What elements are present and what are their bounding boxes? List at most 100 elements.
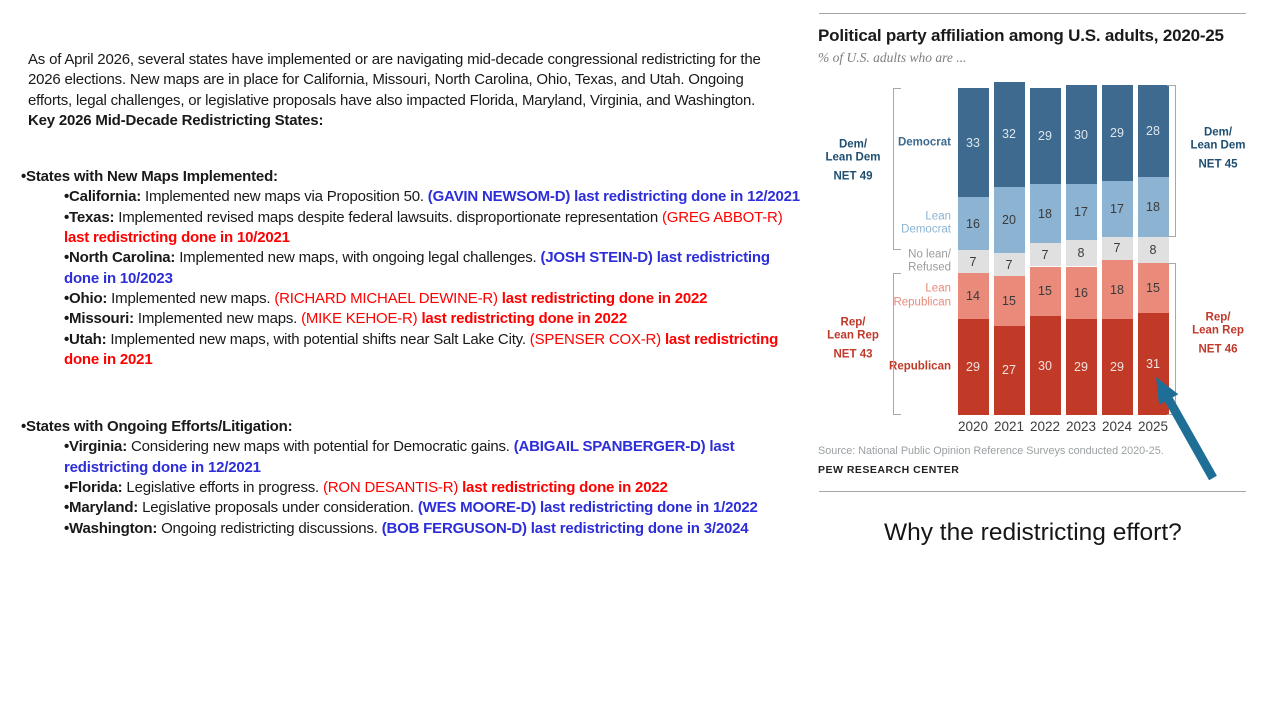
governor-paren: (SPENSER COX-R): [529, 330, 661, 348]
bar-value-label: 30: [1074, 127, 1088, 142]
series-label-democrat: Democrat: [841, 136, 951, 150]
bracket-line: [893, 88, 894, 250]
bar-segment: 15: [1137, 263, 1169, 313]
governor-paren: (RICHARD MICHAEL DEWINE-R): [274, 289, 498, 307]
x-axis-year-label: 2022: [1029, 419, 1061, 434]
series-label-line: Democrat: [897, 136, 951, 148]
x-axis-year-label: 2021: [993, 419, 1025, 434]
net-value: NET 43: [833, 348, 873, 361]
bar-segment: 30: [1029, 316, 1061, 415]
state-item: •North Carolina: Implemented new maps, w…: [64, 249, 770, 287]
state-item: •Utah: Implemented new maps, with potent…: [64, 330, 779, 368]
bar-value-label: 31: [1146, 356, 1160, 371]
bar-value-label: 17: [1074, 205, 1088, 220]
bar-value-label: 7: [969, 254, 977, 269]
bar-value-label: 16: [1074, 285, 1088, 300]
bar-value-label: 8: [1149, 242, 1157, 257]
bar-value-label: 18: [1110, 282, 1124, 297]
pew-research-center-brand: PEW RESEARCH CENTER: [818, 464, 960, 476]
bar-value-label: 7: [1113, 241, 1121, 256]
bar-value-label: 32: [1002, 127, 1016, 142]
last-redistricting-note: last redistricting done in 10/2023: [64, 249, 770, 287]
bracket-tick: [893, 414, 901, 415]
state-item: •Ohio: Implemented new maps. (RICHARD MI…: [64, 289, 708, 307]
net-value: NET 46: [1198, 343, 1238, 356]
key-states-heading: Key 2026 Mid-Decade Redistricting States…: [28, 111, 324, 129]
net-rep-left: Rep/Lean Rep NET 43: [820, 317, 886, 362]
governor-paren: (GAVIN NEWSOM-D): [427, 188, 571, 206]
state-name: •North Carolina:: [64, 249, 176, 267]
bar-segment: 15: [993, 276, 1025, 326]
chart-bottom-rule: [819, 491, 1246, 492]
governor-paren: (ABIGAIL SPANBERGER-D): [513, 438, 706, 456]
bar-value-label: 18: [1038, 206, 1052, 221]
bar-value-label: 7: [1041, 247, 1049, 262]
bracket-tick: [1167, 85, 1175, 86]
bar-segment: 30: [1065, 85, 1097, 184]
last-redistricting-note: last redistricting done in 2022: [462, 479, 668, 497]
governor-paren: (MIKE KEHOE-R): [301, 310, 418, 328]
bar-value-label: 15: [1038, 284, 1052, 299]
bar-value-label: 27: [1002, 363, 1016, 378]
last-redistricting-note: last redistricting done in 2021: [64, 330, 779, 368]
net-label-line: Lean Dem: [825, 151, 881, 164]
bar-value-label: 29: [1110, 125, 1124, 140]
state-name: •Ohio:: [64, 289, 108, 307]
state-item: •Maryland: Legislative proposals under c…: [64, 499, 758, 517]
net-label-line: Lean Rep: [827, 329, 879, 342]
series-label-line: Republican: [889, 360, 951, 373]
governor-paren: (JOSH STEIN-D): [540, 249, 653, 267]
last-redistricting-note: last redistricting done in 3/2024: [530, 519, 749, 537]
net-dem-left: Dem/Lean Dem NET 49: [820, 139, 886, 184]
last-redistricting-note: last redistricting done in 2022: [501, 289, 708, 307]
last-redistricting-note: last redistricting done in 2022: [421, 310, 627, 328]
chart-title: Political party affiliation among U.S. a…: [818, 26, 1224, 45]
governor-paren: (RON DESANTIS-R): [322, 479, 459, 497]
series-label-lean-republican: Lean Republican: [841, 283, 951, 310]
section-header: •States with New Maps Implemented:: [21, 168, 278, 186]
last-redistricting-note: last redistricting done in 1/2022: [540, 499, 758, 517]
bar-segment: 27: [993, 325, 1025, 415]
bracket-tick: [893, 249, 901, 250]
bar-segment: 7: [993, 253, 1025, 277]
state-name: •California:: [64, 188, 142, 206]
state-name: •Maryland:: [64, 499, 139, 517]
bar-segment: 29: [1065, 319, 1097, 415]
bracket-line: [1175, 85, 1176, 237]
series-label-line: Republican: [893, 296, 951, 309]
net-dem-right: Dem/Lean Dem NET 45: [1187, 126, 1249, 171]
series-label-line: Democrat: [901, 223, 951, 236]
net-label-line: Dem/: [1203, 126, 1233, 139]
bracket-line: [1175, 263, 1176, 415]
bar-segment: 7: [1029, 243, 1061, 267]
series-label-republican: Republican: [841, 360, 951, 374]
state-name: •Washington:: [64, 519, 158, 537]
state-name: •Missouri:: [64, 310, 134, 328]
bar-segment: 29: [1029, 88, 1061, 184]
bar-segment: 20: [993, 187, 1025, 254]
question-text: Why the redistricting effort?: [884, 519, 1182, 546]
state-name: •Texas:: [64, 208, 115, 226]
bar-value-label: 20: [1002, 213, 1016, 228]
series-label-line: Lean: [925, 210, 951, 223]
state-item: •California: Implemented new maps via Pr…: [64, 188, 800, 206]
governor-paren: (BOB FERGUSON-D): [381, 519, 527, 537]
bracket-tick: [1167, 235, 1175, 237]
bar-value-label: 28: [1146, 124, 1160, 139]
bar-value-label: 29: [966, 360, 980, 375]
bar-segment: 29: [1101, 85, 1133, 181]
intro-paragraph: As of April 2026, several states have im…: [21, 50, 778, 131]
chart-subtitle: % of U.S. adults who are ...: [818, 50, 967, 65]
bar-value-label: 17: [1110, 201, 1124, 216]
section-header: •States with Ongoing Efforts/Litigation:: [21, 418, 293, 436]
bar-value-label: 33: [966, 135, 980, 150]
state-item: •Washington: Ongoing redistricting discu…: [64, 519, 749, 537]
bracket-tick: [893, 88, 901, 90]
bar-segment: 15: [1029, 266, 1061, 316]
state-item: •Texas: Implemented revised maps despite…: [64, 208, 783, 247]
chart-top-rule: [819, 13, 1246, 14]
last-redistricting-note: last redistricting done in 12/2021: [574, 188, 800, 206]
bar-segment: 18: [1029, 184, 1061, 244]
bar-segment: 7: [957, 250, 989, 274]
annotation-arrow-icon: [1156, 377, 1217, 481]
